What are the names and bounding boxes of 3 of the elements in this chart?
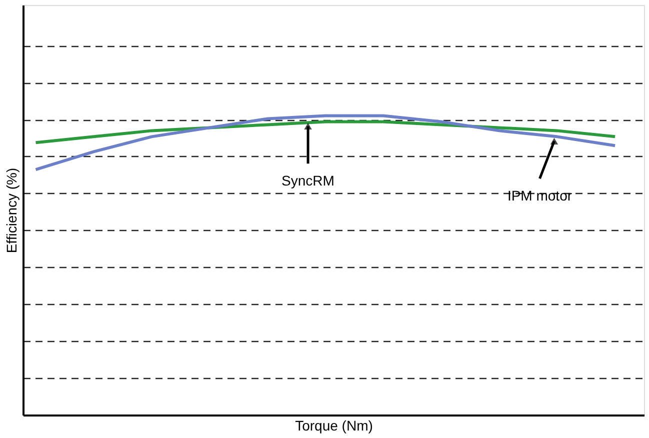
x-axis-title: Torque (Nm) bbox=[295, 418, 373, 434]
text: SyncRM bbox=[282, 172, 334, 189]
y-axis-title: Efficiency (%) bbox=[4, 168, 20, 254]
